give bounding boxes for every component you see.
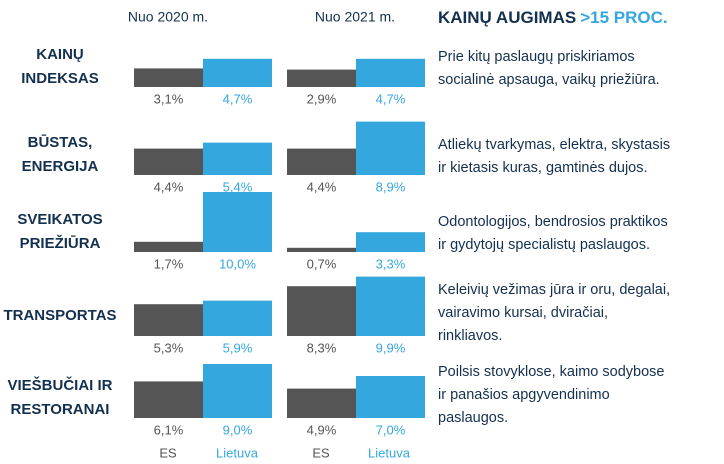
bar <box>203 58 272 87</box>
value-label: 9,0% <box>223 422 253 437</box>
bar <box>203 142 272 175</box>
value-label: 7,0% <box>376 422 406 437</box>
legend-es: ES <box>312 445 330 460</box>
value-label: 0,7% <box>307 256 337 271</box>
note: Keleivių vežimas jūra ir oru, degalai, <box>438 282 670 298</box>
note: Poilsis stovyklose, kaimo sodybose <box>438 364 664 380</box>
note: socialinė apsauga, vaikų priežiūra. <box>438 72 660 88</box>
bar <box>134 304 203 336</box>
row-label: TRANSPORTAS <box>3 307 116 324</box>
bar <box>134 241 203 252</box>
row-label: KAINŲ <box>36 46 84 63</box>
bar <box>134 68 203 87</box>
row-label: BŪSTAS, <box>28 134 93 151</box>
note: Prie kitų paslaugų priskiriamos <box>438 49 635 65</box>
note: vairavimo kursai, dviračiai, <box>438 305 608 321</box>
note: Atliekų tvarkymas, elektra, skystasis <box>438 137 670 153</box>
row-label: PRIEŽIŪRA <box>20 234 101 252</box>
bar <box>203 364 272 418</box>
bar <box>287 247 356 252</box>
row-label: VIEŠBUČIAI IR <box>7 376 112 394</box>
value-label: 8,3% <box>307 340 337 355</box>
value-label: 5,4% <box>223 179 253 194</box>
value-label: 2,9% <box>307 91 337 106</box>
bar <box>134 148 203 175</box>
bar <box>203 192 272 252</box>
legend-es: ES <box>159 445 177 460</box>
value-label: 5,3% <box>154 340 184 355</box>
title-highlight: >15 PROC. <box>580 8 667 27</box>
bar <box>287 148 356 175</box>
value-label: 5,9% <box>223 340 253 355</box>
note: Odontologijos, bendrosios praktikos <box>438 214 668 230</box>
bar <box>356 232 425 252</box>
bar <box>356 376 425 418</box>
row-label: SVEIKATOS <box>17 211 102 228</box>
value-label: 6,1% <box>154 422 184 437</box>
note: rinkliavos. <box>438 328 502 344</box>
legend-lt: Lietuva <box>216 445 259 460</box>
value-label: 8,9% <box>376 179 406 194</box>
value-label: 3,3% <box>376 256 406 271</box>
value-label: 4,4% <box>154 179 184 194</box>
bar <box>356 121 425 175</box>
bar <box>287 69 356 87</box>
column-header: Nuo 2021 m. <box>315 9 395 25</box>
bar <box>203 300 272 336</box>
row-label: INDEKSAS <box>21 70 99 87</box>
value-label: 4,9% <box>307 422 337 437</box>
value-label: 3,1% <box>154 91 184 106</box>
value-label: 10,0% <box>219 256 256 271</box>
value-label: 9,9% <box>376 340 406 355</box>
value-label: 4,4% <box>307 179 337 194</box>
note: ir panašios apgyvendinimo <box>438 387 610 403</box>
title: KAINŲ AUGIMAS >15 PROC. <box>438 8 668 27</box>
bar <box>356 276 425 336</box>
bar <box>287 388 356 418</box>
bar <box>356 58 425 87</box>
legend-lt: Lietuva <box>368 445 411 460</box>
value-label: 1,7% <box>154 256 184 271</box>
note: ir gydytojų specialistų paslaugos. <box>438 237 650 253</box>
value-label: 4,7% <box>376 91 406 106</box>
row-label: ENERGIJA <box>22 158 99 175</box>
row-label: RESTORANAI <box>11 401 110 418</box>
bar <box>134 381 203 418</box>
column-header: Nuo 2020 m. <box>128 9 208 25</box>
value-label: 4,7% <box>223 91 253 106</box>
title-main: KAINŲ AUGIMAS <box>438 8 576 27</box>
note: paslaugos. <box>438 410 508 426</box>
note: ir kietasis kuras, gamtinės dujos. <box>438 160 648 176</box>
bar <box>287 286 356 336</box>
